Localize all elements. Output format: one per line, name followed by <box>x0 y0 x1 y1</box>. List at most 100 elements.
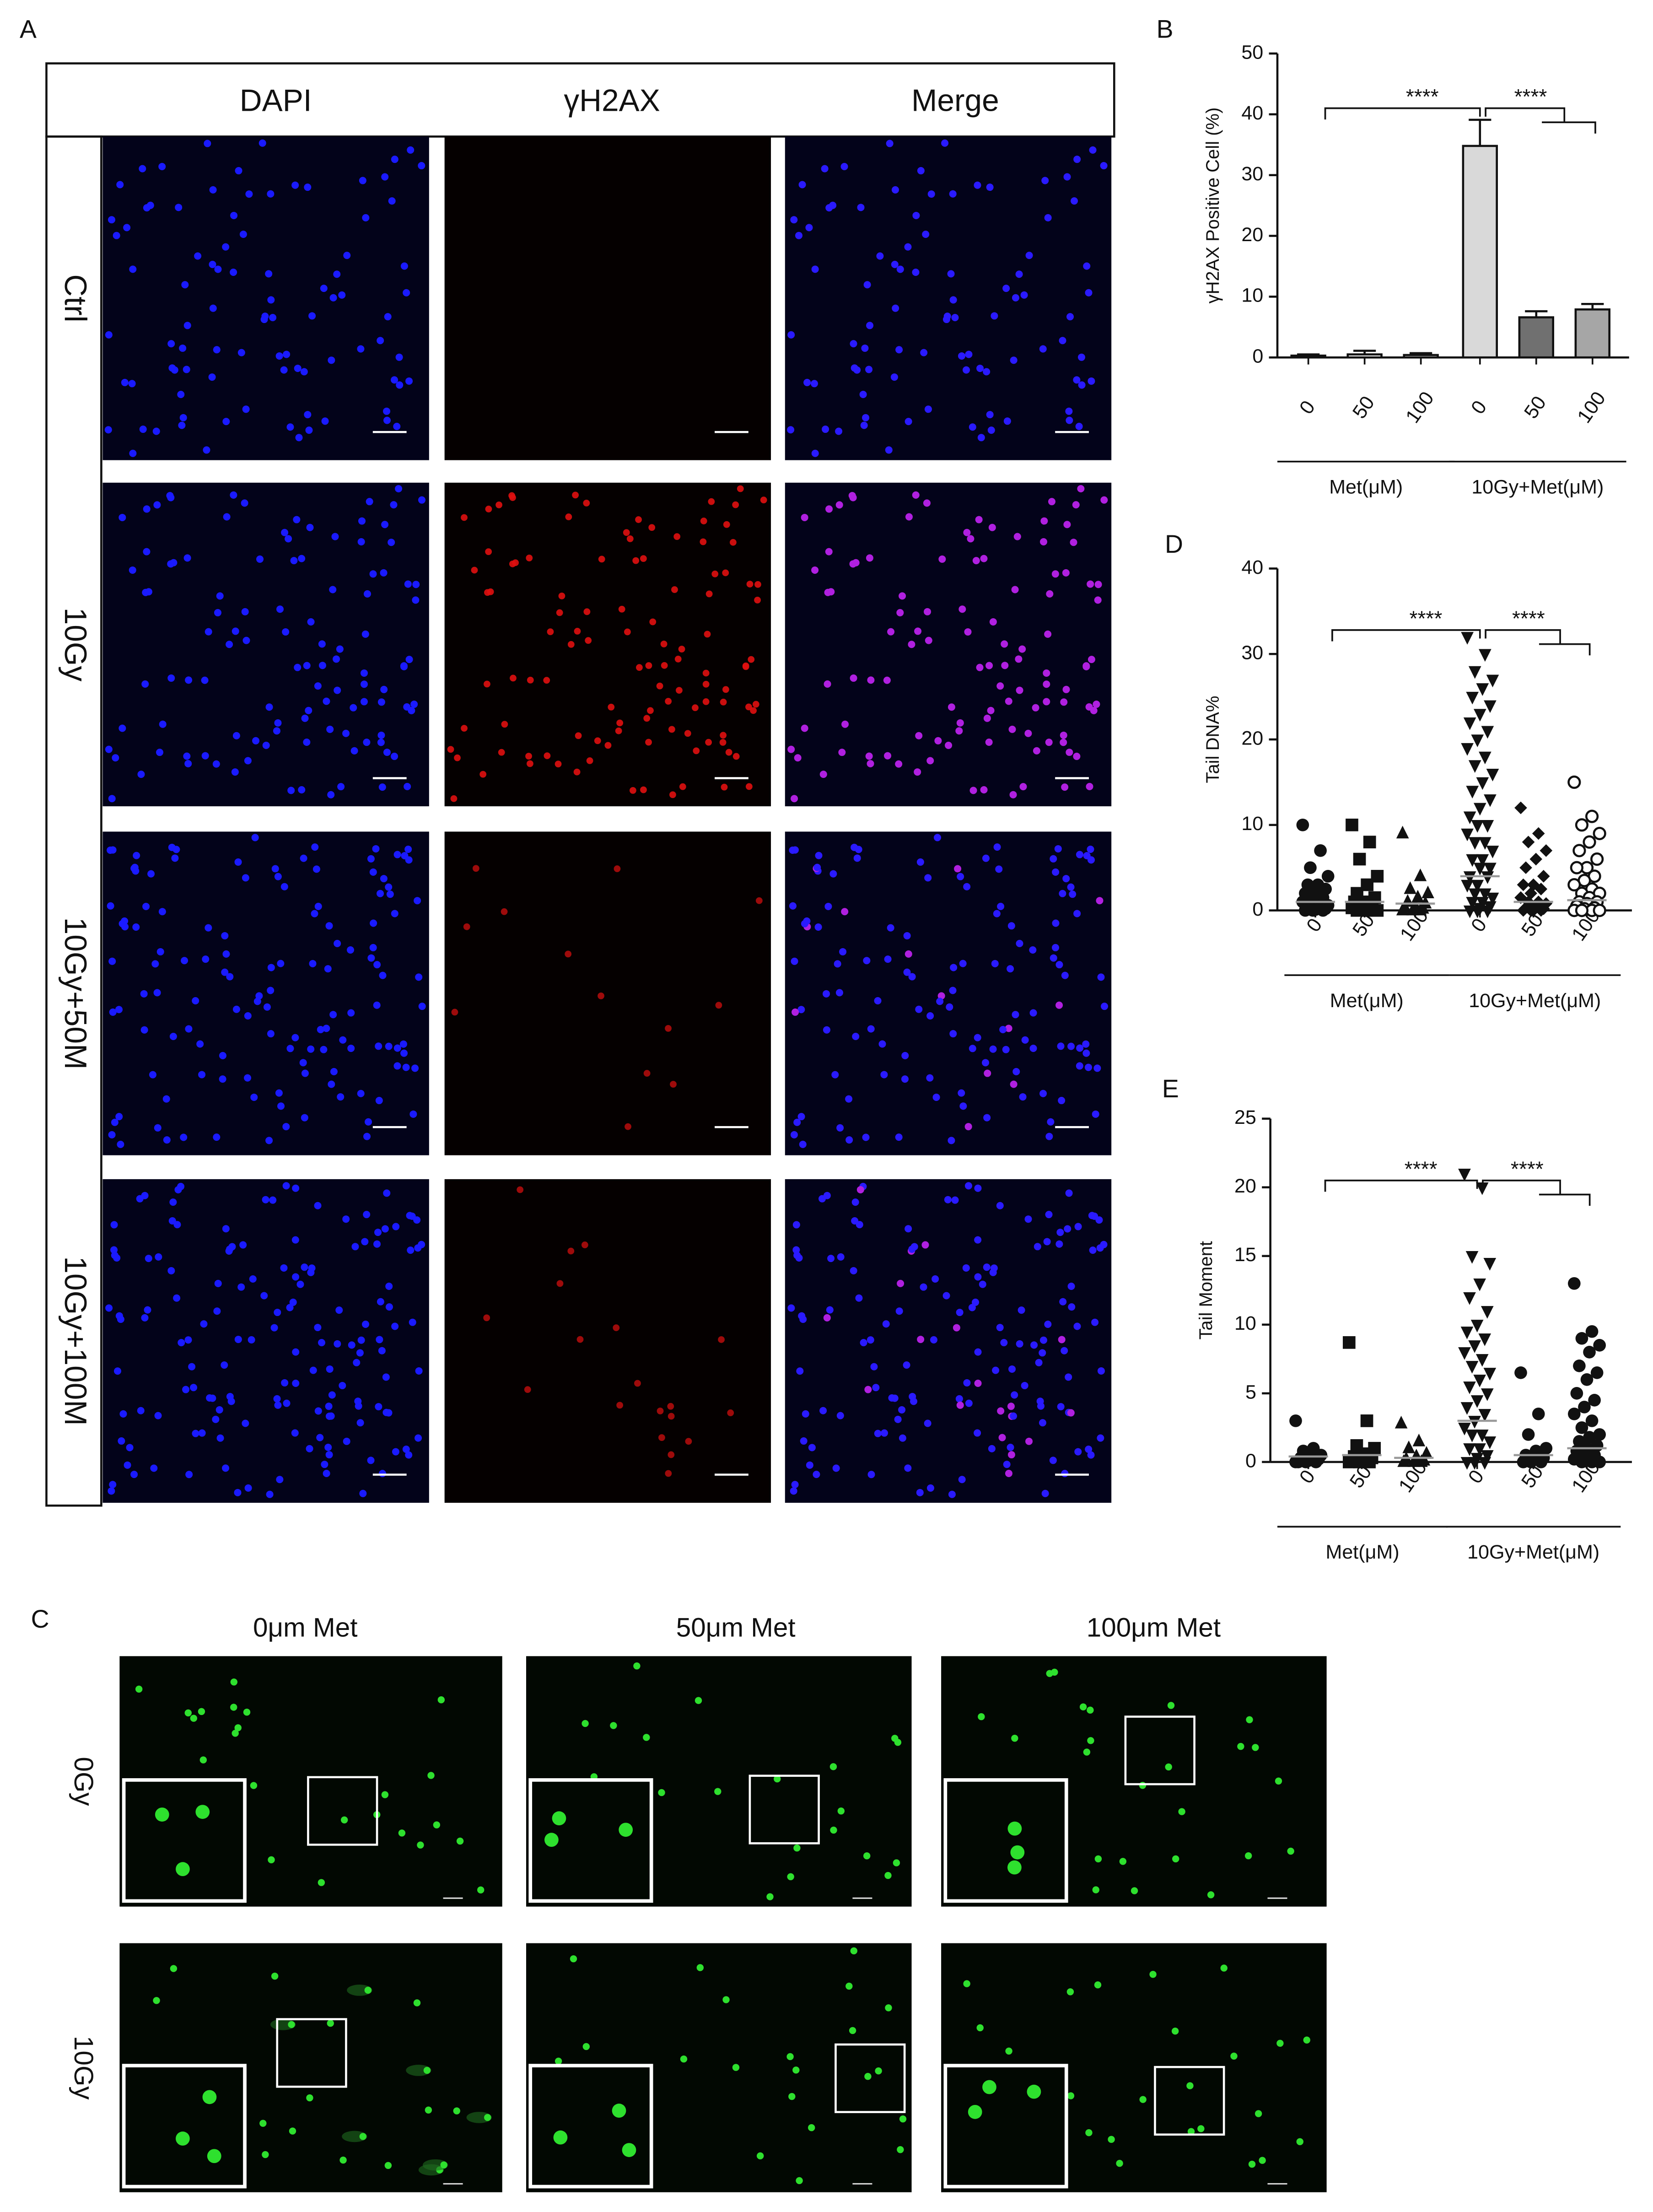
nucleus <box>975 516 983 523</box>
comet <box>982 2080 996 2094</box>
foci <box>755 897 763 904</box>
foci <box>625 1123 631 1130</box>
nucleus <box>1062 569 1070 577</box>
nucleus <box>347 1009 355 1017</box>
point <box>1486 768 1499 782</box>
nucleus <box>986 183 994 191</box>
nucleus <box>244 1074 252 1082</box>
nucleus <box>196 1040 204 1048</box>
nucleus <box>976 664 984 671</box>
x-tick-label: 100 <box>1573 388 1610 427</box>
foci <box>715 1002 722 1009</box>
nucleus <box>321 417 329 425</box>
nucleus <box>275 1089 283 1097</box>
nucleus <box>373 961 381 969</box>
nucleus <box>410 701 418 708</box>
nucleus <box>859 391 867 399</box>
nucleus <box>314 1324 322 1332</box>
nucleus <box>158 908 166 916</box>
foci <box>722 569 729 577</box>
nucleus <box>865 752 873 760</box>
nucleus <box>867 1471 875 1478</box>
point <box>1289 1456 1302 1468</box>
micrograph <box>102 482 429 807</box>
nucleus <box>156 948 164 955</box>
nucleus <box>314 1407 322 1415</box>
nucleus <box>1064 1225 1071 1233</box>
nucleus <box>200 1320 208 1328</box>
nucleus <box>221 1361 228 1369</box>
nucleus <box>201 676 209 684</box>
nucleus <box>388 197 396 205</box>
nucleus <box>384 313 392 321</box>
nucleus <box>922 230 930 238</box>
nucleus <box>819 1407 827 1414</box>
nucleus <box>835 501 843 509</box>
foci <box>576 1336 584 1343</box>
nucleus <box>202 955 210 963</box>
nucleus <box>897 1279 905 1287</box>
nucleus <box>926 1012 934 1020</box>
nucleus <box>183 554 191 562</box>
comet <box>845 1982 853 1990</box>
nucleus <box>979 1280 986 1288</box>
comet <box>398 1829 406 1837</box>
nucleus <box>280 883 288 890</box>
point <box>1479 888 1491 901</box>
nucleus <box>108 957 116 965</box>
nucleus <box>899 1434 906 1442</box>
point <box>1593 826 1606 841</box>
nucleus <box>990 1264 998 1272</box>
nucleus <box>1092 1110 1099 1118</box>
nucleus <box>367 954 375 962</box>
comet <box>1220 1964 1228 1972</box>
comet <box>437 1696 445 1704</box>
nucleus <box>167 1267 175 1274</box>
nucleus <box>826 1306 834 1314</box>
nucleus <box>974 1034 981 1041</box>
point <box>1412 1434 1426 1446</box>
comet <box>680 2056 688 2063</box>
nucleus <box>318 662 326 669</box>
foci <box>711 570 719 577</box>
nucleus <box>938 555 946 563</box>
comet <box>553 2130 568 2145</box>
nucleus <box>1093 701 1100 708</box>
point <box>1478 1409 1491 1422</box>
nucleus <box>267 987 275 994</box>
nucleus <box>104 426 112 434</box>
comet <box>829 1763 837 1770</box>
foci <box>704 631 711 638</box>
nucleus <box>1019 783 1027 791</box>
nucleus <box>412 596 420 604</box>
nucleus <box>1059 890 1066 897</box>
nucleus <box>121 917 129 925</box>
inset <box>943 1778 1068 1903</box>
nucleus <box>375 1042 382 1050</box>
nucleus <box>308 1264 316 1272</box>
foci <box>598 993 604 999</box>
point <box>1461 879 1474 893</box>
nucleus <box>262 741 270 749</box>
foci <box>527 676 534 684</box>
inset <box>122 1778 247 1903</box>
nucleus <box>795 1254 803 1262</box>
nucleus <box>863 281 871 289</box>
nucleus <box>149 1071 156 1079</box>
nucleus <box>1059 1298 1067 1306</box>
y-tick-label: 0 <box>1252 345 1263 367</box>
nucleus <box>369 868 377 876</box>
nucleus <box>291 1236 299 1244</box>
sig-bracket <box>1485 629 1591 656</box>
nucleus <box>1001 640 1008 648</box>
nucleus <box>983 714 991 722</box>
point <box>1588 1394 1601 1407</box>
comet <box>863 1852 871 1860</box>
comet <box>250 1782 258 1789</box>
nucleus <box>1030 1341 1038 1349</box>
nucleus <box>792 1008 799 1016</box>
nucleus <box>924 874 932 882</box>
foci <box>451 1009 458 1016</box>
nucleus <box>896 609 904 616</box>
micrograph <box>102 136 429 460</box>
